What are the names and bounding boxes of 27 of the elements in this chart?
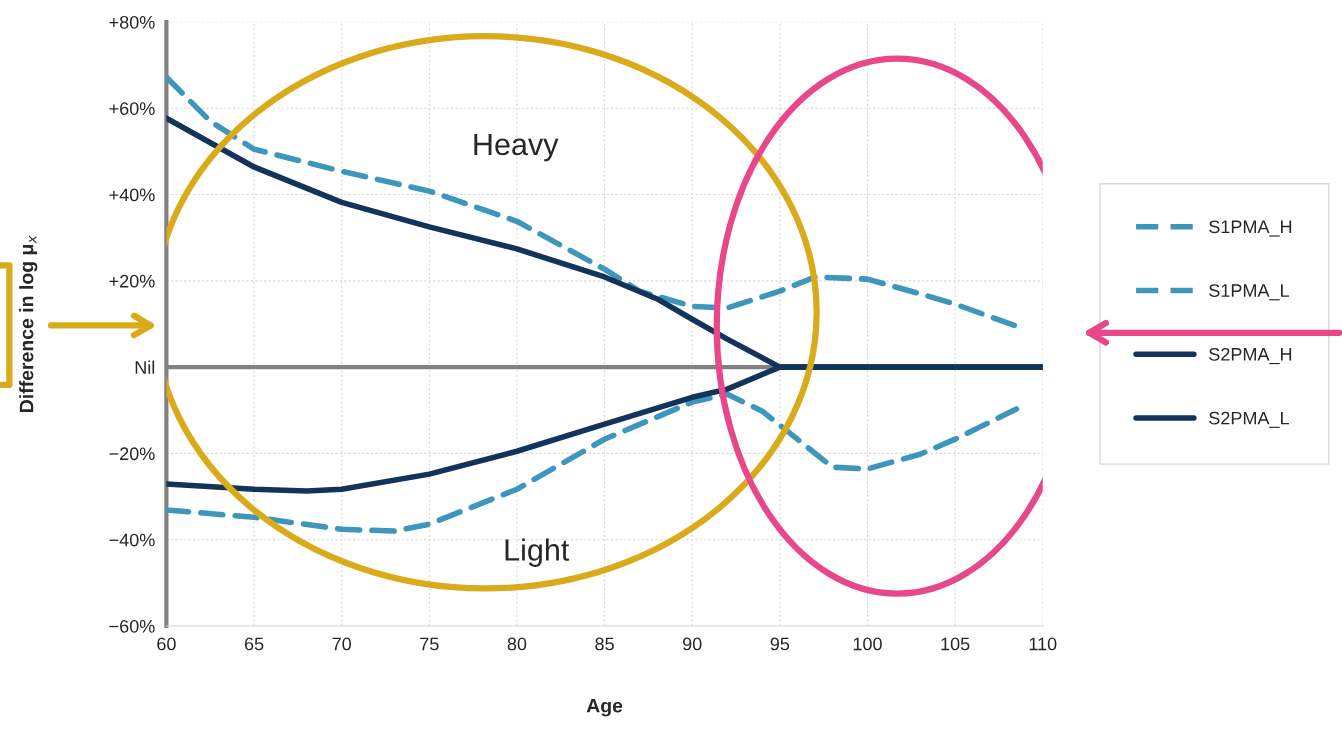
y-tick-label: +60% <box>109 102 155 115</box>
x-tick-label: 90 <box>683 637 702 651</box>
x-tick-label: 110 <box>1029 637 1057 651</box>
y-tick-label: +80% <box>109 15 155 29</box>
x-tick-label: 95 <box>770 637 790 651</box>
legend-label: S1PMA_L <box>1209 284 1289 301</box>
y-tick-label: +40% <box>109 188 155 202</box>
y-tick-label: +20% <box>109 274 155 288</box>
y-tick-label: −60% <box>109 619 155 633</box>
legend-label: S2PMA_H <box>1209 347 1292 365</box>
annotation: Light <box>505 538 570 567</box>
x-tick-label: 100 <box>853 637 882 651</box>
annotation: Heavy <box>474 133 559 162</box>
x-tick-label: 105 <box>941 637 970 651</box>
x-tick-label: 60 <box>157 637 176 651</box>
legend-label: S1PMA_H <box>1209 220 1292 237</box>
y-axis-title: Difference in log μ$_{x}$ <box>19 235 38 412</box>
y-tick-label: Nil <box>135 360 155 374</box>
x-axis-title: Age <box>586 699 623 717</box>
y-tick-label: −20% <box>109 447 155 461</box>
x-tick-label: 80 <box>507 637 527 651</box>
x-tick-label: 75 <box>420 637 439 651</box>
x-tick-label: 65 <box>244 637 264 651</box>
x-tick-label: 70 <box>332 637 352 651</box>
y-tick-label: −40% <box>109 533 155 547</box>
x-tick-label: 85 <box>595 637 614 651</box>
legend-label: S2PMA_L <box>1209 411 1289 428</box>
